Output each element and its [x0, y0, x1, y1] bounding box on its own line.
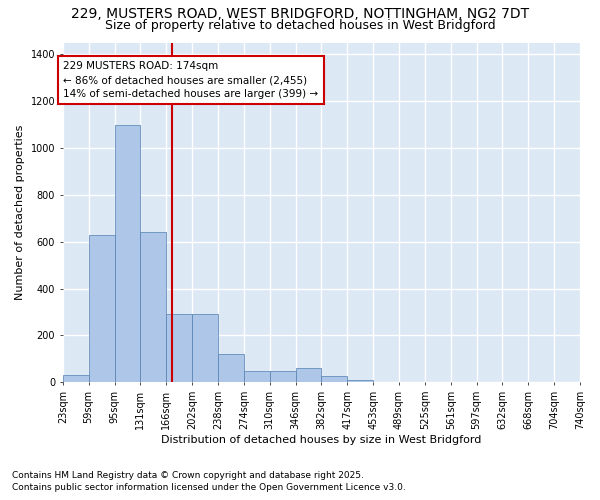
Bar [296, 368, 322, 382]
Bar [322, 376, 347, 382]
Bar [115, 124, 140, 382]
Text: Contains HM Land Registry data © Crown copyright and database right 2025.: Contains HM Land Registry data © Crown c… [12, 471, 364, 480]
Text: Contains public sector information licensed under the Open Government Licence v3: Contains public sector information licen… [12, 484, 406, 492]
Text: Size of property relative to detached houses in West Bridgford: Size of property relative to detached ho… [104, 19, 496, 32]
Bar [140, 232, 166, 382]
X-axis label: Distribution of detached houses by size in West Bridgford: Distribution of detached houses by size … [161, 435, 482, 445]
Text: 229 MUSTERS ROAD: 174sqm
← 86% of detached houses are smaller (2,455)
14% of sem: 229 MUSTERS ROAD: 174sqm ← 86% of detach… [64, 61, 319, 99]
Bar [347, 380, 373, 382]
Y-axis label: Number of detached properties: Number of detached properties [15, 124, 25, 300]
Bar [218, 354, 244, 382]
Bar [89, 234, 115, 382]
Bar [192, 314, 218, 382]
Bar [244, 370, 269, 382]
Bar [63, 376, 89, 382]
Text: 229, MUSTERS ROAD, WEST BRIDGFORD, NOTTINGHAM, NG2 7DT: 229, MUSTERS ROAD, WEST BRIDGFORD, NOTTI… [71, 8, 529, 22]
Bar [166, 314, 192, 382]
Bar [269, 370, 296, 382]
